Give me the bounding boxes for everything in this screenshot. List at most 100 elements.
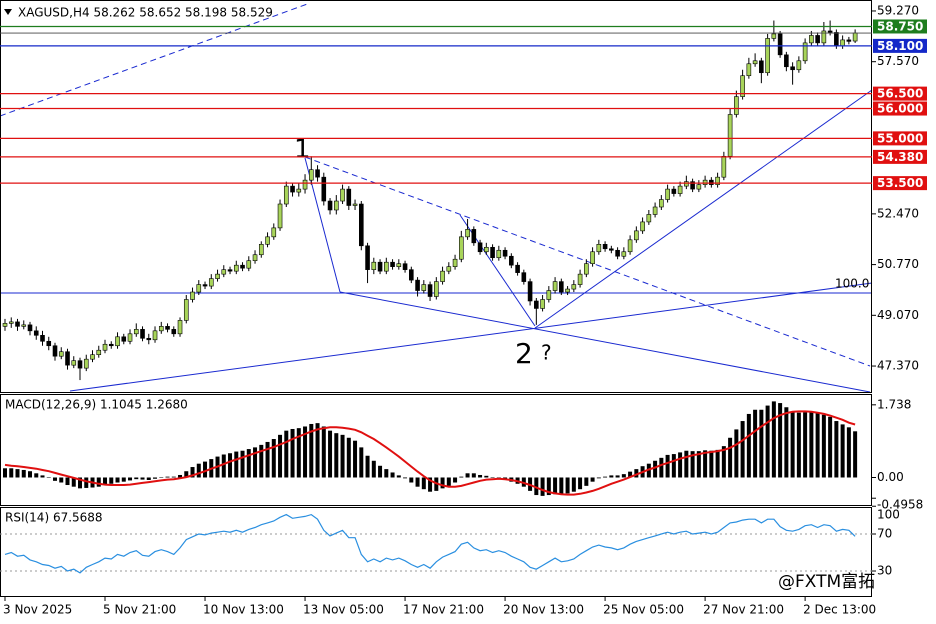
- rsi-line: [4, 513, 856, 574]
- macd-bar: [603, 476, 608, 478]
- trend-line: [339, 291, 871, 393]
- macd-bar: [259, 444, 264, 478]
- candle-body: [246, 260, 252, 269]
- candle-body: [765, 38, 770, 74]
- macd-bar: [703, 450, 708, 478]
- y-tick-label: 49.070: [877, 308, 919, 322]
- macd-bar: [234, 451, 239, 478]
- candle-body: [509, 255, 514, 266]
- macd-bar: [834, 421, 839, 478]
- x-tick-label: 2 Dec 13:00: [803, 603, 876, 617]
- candle-body: [252, 254, 258, 262]
- macd-bar: [646, 463, 651, 478]
- macd-bar: [684, 450, 689, 478]
- macd-bar: [396, 475, 401, 478]
- candle-body: [415, 279, 420, 291]
- candle-body: [696, 184, 702, 190]
- x-tick-label: 13 Nov 05:00: [303, 603, 384, 617]
- candle-body: [421, 284, 427, 291]
- candle-body: [58, 351, 64, 357]
- candle-body: [290, 185, 295, 193]
- macd-bar: [53, 477, 58, 481]
- candle-body: [365, 245, 370, 270]
- candle-body: [490, 246, 495, 259]
- x-tick-label: 10 Nov 13:00: [203, 603, 284, 617]
- candle-body: [684, 181, 689, 187]
- candle-body: [634, 230, 639, 241]
- candle-body: [446, 266, 452, 272]
- macd-bar: [228, 453, 233, 478]
- level-box: [873, 38, 927, 53]
- macd-bar: [796, 412, 801, 478]
- candle-body: [333, 200, 339, 211]
- macd-bar: [853, 431, 858, 478]
- candle-body: [640, 221, 645, 232]
- candle-body: [652, 206, 658, 215]
- candle-body: [746, 63, 752, 77]
- candle-body: [759, 60, 764, 74]
- macd-bar: [390, 472, 395, 478]
- candle-body: [540, 299, 545, 309]
- macd-bar: [221, 454, 226, 478]
- candle-body: [827, 30, 833, 33]
- macd-bar: [128, 477, 133, 481]
- watermark: @FXTM富拓: [778, 572, 875, 592]
- candle-body: [471, 229, 477, 244]
- macd-bar: [365, 455, 370, 478]
- candle-body: [171, 329, 177, 335]
- candle-body: [596, 244, 602, 253]
- candle-body: [327, 200, 333, 211]
- candle-body: [665, 188, 670, 200]
- candle-body: [2, 323, 8, 327]
- macd-bar: [78, 477, 83, 489]
- trend-line: [534, 89, 873, 329]
- x-tick-label: 17 Nov 21:00: [403, 603, 484, 617]
- macd-bar: [821, 414, 826, 478]
- macd-bar: [571, 477, 576, 492]
- candle-body: [233, 264, 239, 272]
- level-label: 54.380: [877, 150, 923, 164]
- macd-bar: [734, 429, 739, 478]
- candle-body: [577, 273, 583, 285]
- macd-bar: [696, 451, 701, 478]
- candle-body: [427, 284, 433, 297]
- macd-bar: [296, 428, 301, 478]
- candle-body: [727, 114, 733, 157]
- macd-bar: [321, 426, 326, 478]
- candle-body: [702, 179, 708, 185]
- candle-body: [265, 236, 270, 245]
- macd-bar: [28, 471, 33, 478]
- level-box: [873, 101, 927, 116]
- candle-body: [359, 203, 364, 247]
- candle-body: [15, 321, 20, 327]
- macd-bar: [153, 477, 158, 479]
- macd-bar: [115, 477, 120, 483]
- candle-body: [646, 214, 652, 223]
- macd-bar: [403, 477, 408, 479]
- candle-body: [90, 354, 95, 360]
- candle-body: [796, 60, 802, 71]
- candle-body: [283, 185, 289, 205]
- candle-body: [215, 273, 220, 279]
- candle-body: [459, 236, 464, 260]
- candle-body: [802, 42, 808, 62]
- wave-label: 2: [515, 337, 533, 370]
- macd-bar: [609, 475, 614, 478]
- candle-body: [340, 188, 345, 202]
- level-box: [873, 149, 927, 164]
- macd-bar: [353, 440, 358, 478]
- macd-bar: [540, 477, 545, 496]
- y-tick-label: 100: [877, 508, 900, 522]
- macd-bar: [453, 477, 458, 483]
- menu-arrow[interactable]: [4, 9, 12, 15]
- macd-bar: [659, 457, 664, 478]
- candle-body: [127, 333, 133, 342]
- candle-body: [390, 261, 395, 267]
- candle-body: [27, 324, 33, 332]
- candle-body: [183, 299, 189, 321]
- macd-bar: [546, 477, 551, 496]
- candle-body: [258, 244, 264, 256]
- macd-bar: [621, 474, 626, 478]
- macd-bar: [478, 474, 483, 478]
